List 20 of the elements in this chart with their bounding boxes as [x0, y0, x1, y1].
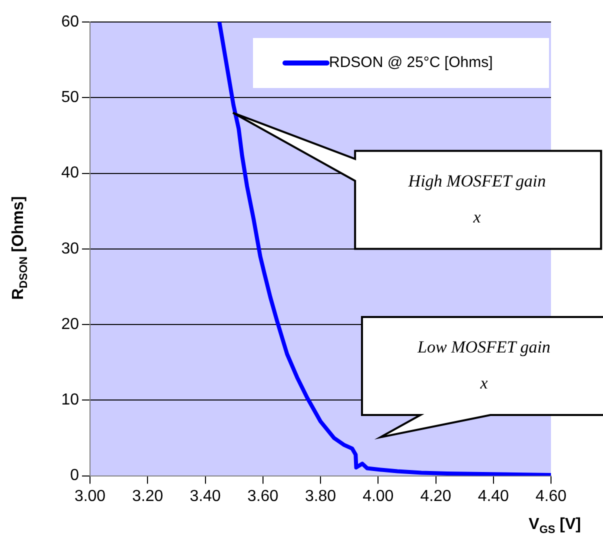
x-tick-label: 3.00 — [74, 488, 106, 505]
x-tick-label: 3.60 — [247, 488, 279, 505]
annotation: Low MOSFET gain x — [416, 337, 550, 392]
y-tick-label: 50 — [61, 89, 80, 106]
x-tick-label: 3.20 — [132, 488, 164, 505]
annotation: High MOSFET gain x — [407, 171, 546, 226]
legend-label: RDSON @ 25°C [Ohms] — [329, 54, 493, 72]
y-tick-label: 20 — [61, 316, 80, 333]
y-tick-label: 10 — [61, 392, 80, 409]
x-tick-label: 3.80 — [304, 488, 336, 505]
x-tick-label: 4.60 — [535, 488, 567, 505]
x-axis-title: V$_{GS}$ [V] — [528, 516, 581, 536]
x-tick-label: 4.20 — [420, 488, 452, 505]
x-tick-label: 4.40 — [478, 488, 510, 505]
x-tick-label: 4.00 — [362, 488, 394, 505]
y-tick-label: 40 — [61, 164, 80, 182]
y-tick-label: 60 — [61, 13, 80, 30]
x-tick-label: 3.40 — [190, 488, 221, 505]
y-tick-label: 30 — [61, 240, 80, 258]
y-tick-label: 0 — [70, 467, 80, 484]
